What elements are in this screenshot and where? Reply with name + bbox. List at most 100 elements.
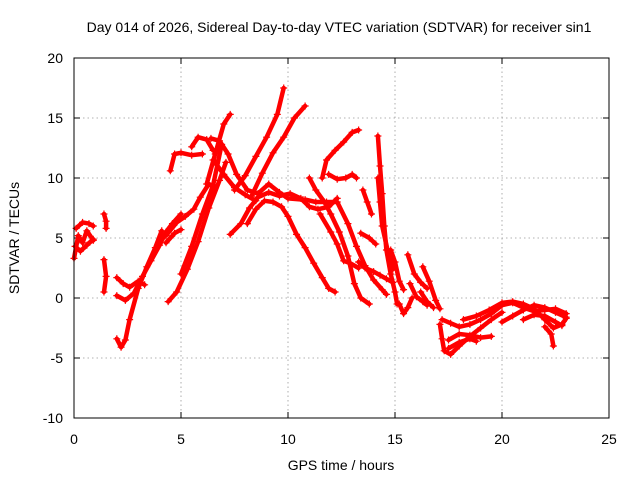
- series-trace: [397, 295, 415, 316]
- data-point: [119, 280, 127, 288]
- data-point: [447, 319, 455, 327]
- series-arc-13: [164, 158, 230, 306]
- series-trace: [420, 264, 443, 312]
- x-tick-label: 0: [70, 431, 78, 447]
- series-arc-8: [113, 274, 149, 291]
- data-point: [286, 190, 294, 198]
- plot-frame: [73, 57, 610, 419]
- data-point: [400, 310, 408, 318]
- data-point: [231, 186, 238, 194]
- data-point: [220, 120, 228, 128]
- data-point: [509, 298, 517, 306]
- y-tick-label: -5: [51, 350, 64, 366]
- y-tick-label: 5: [55, 230, 63, 246]
- series-trace: [232, 85, 286, 193]
- series-arc-45: [541, 323, 557, 350]
- chart-title: Day 014 of 2026, Sidereal Day-to-day VTE…: [87, 19, 592, 35]
- series-trace: [317, 211, 361, 271]
- series-arc-10: [162, 226, 185, 247]
- series-arc-34: [404, 251, 431, 292]
- data-point: [312, 186, 320, 194]
- data-point: [417, 288, 425, 296]
- data-point: [340, 138, 348, 146]
- data-point: [466, 335, 474, 343]
- data-point: [273, 110, 281, 118]
- data-point: [74, 232, 82, 240]
- data-point: [333, 198, 341, 206]
- data-point: [445, 344, 452, 352]
- data-point: [134, 277, 142, 285]
- series-arc-33: [395, 294, 416, 318]
- data-point: [378, 286, 386, 294]
- data-point: [269, 149, 277, 157]
- data-point: [211, 150, 219, 158]
- data-point: [314, 205, 322, 213]
- y-tick-label: 15: [47, 110, 63, 126]
- data-point: [355, 258, 363, 266]
- series-arc-40: [445, 330, 495, 344]
- data-point: [181, 212, 189, 220]
- series-arc-4: [100, 210, 110, 232]
- data-point: [194, 133, 202, 141]
- data-point: [280, 84, 288, 92]
- data-point: [376, 162, 384, 170]
- series-trace: [72, 236, 96, 254]
- y-tick-label: -10: [43, 410, 63, 426]
- data-point: [220, 170, 228, 178]
- data-point: [547, 330, 555, 338]
- data-point: [357, 229, 365, 237]
- data-point: [395, 300, 403, 308]
- data-point: [387, 270, 395, 278]
- data-point: [376, 271, 384, 279]
- data-point: [177, 270, 185, 278]
- data-point: [173, 218, 181, 226]
- data-point: [404, 251, 412, 259]
- data-point: [472, 312, 480, 320]
- data-point: [391, 288, 399, 296]
- data-point: [408, 294, 416, 302]
- series-trace: [388, 247, 406, 292]
- series-arc-11: [166, 149, 206, 175]
- data-point: [79, 239, 87, 247]
- series-arc-43: [498, 301, 570, 326]
- data-point: [147, 257, 155, 265]
- data-point: [325, 170, 333, 178]
- data-point: [530, 301, 538, 309]
- data-point: [121, 296, 129, 304]
- series-arc-35: [406, 280, 431, 309]
- y-tick-label: 0: [55, 290, 63, 306]
- data-point: [207, 134, 215, 142]
- data-point: [436, 320, 444, 328]
- y-axis-label: SDTVAR / TECUs: [6, 182, 22, 294]
- data-point: [222, 158, 230, 166]
- data-point: [355, 126, 363, 134]
- data-point: [477, 334, 485, 342]
- data-point: [395, 277, 403, 285]
- series-trace: [189, 134, 216, 153]
- grid: [74, 58, 609, 418]
- data-series: [70, 84, 570, 358]
- data-point: [209, 181, 217, 189]
- data-point: [245, 204, 253, 212]
- data-point: [477, 316, 485, 324]
- data-point: [100, 210, 108, 218]
- data-point: [113, 274, 121, 282]
- data-point: [198, 210, 206, 218]
- data-point: [447, 350, 455, 358]
- data-point: [177, 226, 185, 234]
- data-point: [177, 149, 185, 157]
- data-point: [100, 288, 108, 296]
- data-point: [425, 277, 433, 285]
- series-arc-31: [374, 174, 397, 273]
- data-point: [344, 252, 352, 260]
- data-point: [327, 228, 335, 236]
- data-point: [71, 242, 79, 250]
- data-point: [190, 205, 198, 213]
- data-point: [417, 278, 425, 286]
- series-arc-24: [316, 210, 363, 272]
- series-arc-44: [519, 311, 566, 330]
- data-point: [487, 332, 495, 340]
- series-arc-32: [387, 246, 408, 294]
- data-point: [241, 172, 249, 180]
- data-point: [549, 324, 557, 332]
